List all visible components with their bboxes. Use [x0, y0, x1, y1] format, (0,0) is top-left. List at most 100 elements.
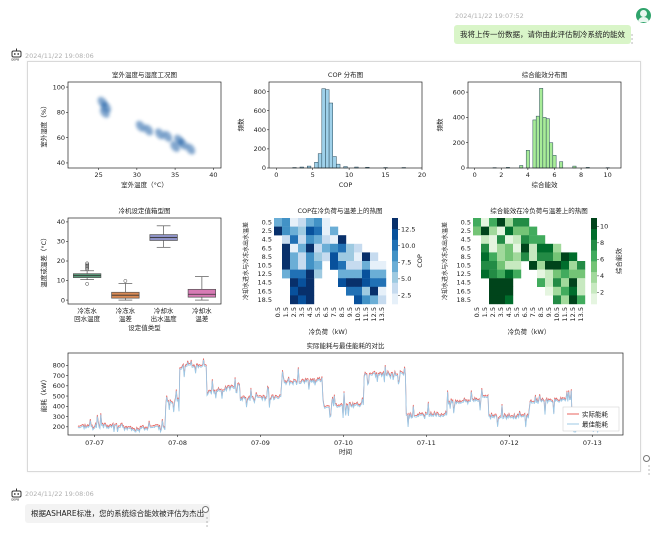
- x-tick-label: 07-10: [334, 439, 353, 447]
- y-tick-label: 800: [53, 362, 65, 370]
- heatmap-cell: [545, 252, 554, 262]
- box-outlier: [123, 279, 128, 283]
- heatmap-cell: [577, 286, 586, 296]
- heatmap-cell: [481, 243, 490, 253]
- heatmap-cell: [298, 235, 307, 244]
- x-tick-label: 0: [473, 171, 477, 179]
- y-tick-label: 6.5: [262, 244, 272, 252]
- heatmap-cell: [298, 226, 307, 236]
- user-avatar-icon[interactable]: [636, 8, 651, 23]
- x-tick-label: 2.5: [489, 307, 497, 317]
- scatter-point: [155, 128, 165, 140]
- chart-title: 实际能耗与最佳能耗的对比: [307, 341, 386, 350]
- y-axis-label: 冷却水进水与冷冻水出水温差: [242, 222, 250, 300]
- x-tick-label: 冷却水: [192, 306, 212, 315]
- heatmap-cell: [577, 278, 586, 287]
- chart-title: 综合能效分布图: [522, 70, 568, 79]
- heatmap-cell: [298, 243, 307, 253]
- heatmap-cell: [282, 269, 291, 279]
- chart-title: 室外温度与湿度工况图: [112, 70, 177, 79]
- heatmap-cell: [370, 261, 379, 270]
- heatmap-cell: [370, 269, 379, 279]
- more-vertical-icon[interactable]: · · ·: [647, 462, 651, 479]
- heatmap-cell: [497, 261, 506, 270]
- colorbar-tick-label: 12.5: [401, 225, 415, 233]
- heatmap-cell: [322, 235, 331, 244]
- box-outlier: [85, 267, 89, 272]
- histogram-bar: [321, 88, 326, 169]
- x-tick-label: 25: [94, 171, 102, 179]
- x-tick-label: 冷冻水: [77, 306, 97, 315]
- y-tick-label: 16.5: [457, 287, 471, 295]
- heatmap-cell: [489, 243, 498, 253]
- x-tick-label: 温差: [195, 314, 209, 323]
- heatmap-cell: [569, 252, 578, 262]
- x-tick-label: 7.5: [529, 307, 537, 317]
- heatmap-cell: [330, 252, 339, 262]
- radio-circle-icon[interactable]: [202, 506, 209, 513]
- colorbar-segment: [392, 282, 398, 294]
- histogram-axes: [268, 81, 423, 169]
- histogram-bar: [552, 155, 557, 169]
- radio-circle-icon[interactable]: [643, 455, 650, 462]
- heatmap-cell: [481, 218, 490, 227]
- y-tick-label: 18.5: [258, 296, 272, 304]
- heatmap-cell: [529, 243, 538, 253]
- line-axes: [67, 352, 624, 436]
- heatmap-cell: [513, 226, 522, 236]
- user-message-bubble: 我将上传一份数据，请你由此评估制冷系统的能效: [454, 25, 631, 44]
- heatmap-cell: [561, 286, 570, 296]
- more-vertical-icon[interactable]: · · ·: [630, 31, 634, 48]
- heatmap-cell: [346, 243, 355, 253]
- y-tick-label: 10.5: [457, 262, 471, 270]
- heatmap-cell: [314, 226, 323, 236]
- heatmap-cell: [497, 252, 506, 262]
- x-axis-label: 冷负荷（kW）: [508, 327, 551, 336]
- heatmap-cell: [497, 243, 506, 253]
- heatmap-cell: [346, 261, 355, 270]
- heatmap-cell: [370, 252, 379, 262]
- heatmap-cell: [338, 269, 347, 279]
- heatmap-cell: [513, 269, 522, 279]
- user-message-timestamp: 2024/11/22 19:07:52: [455, 12, 524, 20]
- colorbar-segment: [392, 228, 398, 240]
- heatmap-cell: [497, 278, 506, 287]
- heatmap-cell: [489, 252, 498, 262]
- y-axis-label: 频数: [236, 118, 245, 132]
- heatmap-cell: [322, 226, 331, 236]
- heatmap-cell: [298, 295, 307, 305]
- x-tick-label: 9.5: [545, 307, 553, 317]
- more-vertical-icon[interactable]: · · ·: [205, 514, 209, 531]
- heatmap-cell: [306, 286, 315, 296]
- x-tick-label: 5.5: [513, 307, 521, 317]
- colorbar-tick-label: 5.0: [401, 275, 411, 283]
- heatmap-cell: [362, 261, 371, 270]
- heatmap-cell: [537, 252, 546, 262]
- heatmap-cell: [481, 269, 490, 279]
- y-tick-label: 30: [57, 238, 65, 246]
- heatmap-cell: [529, 261, 538, 270]
- heatmap-cell: [569, 261, 578, 270]
- heatmap-cell: [569, 286, 578, 296]
- heatmap-cell: [521, 252, 530, 262]
- heatmap-cell: [330, 243, 339, 253]
- y-tick-label: 6.5: [461, 244, 471, 252]
- heatmap-cell: [298, 269, 307, 279]
- colorbar-segment: [392, 271, 398, 283]
- scatter-point: [99, 106, 110, 118]
- x-tick-label: 10.5: [354, 307, 362, 321]
- heatmap-cell: [314, 252, 323, 262]
- heatmap-cell: [290, 243, 299, 253]
- heatmap-cell: [306, 269, 315, 279]
- chart-title: 冷机设定值箱型图: [119, 206, 171, 215]
- heatmap-cell: [346, 286, 355, 296]
- heatmap-cell: [521, 243, 530, 253]
- colorbar-segment: [392, 293, 398, 305]
- x-tick-label: 11.5: [561, 307, 569, 321]
- heatmap-cell: [282, 261, 291, 270]
- y-tick-label: 18.5: [457, 296, 471, 304]
- heatmap-cell: [545, 278, 554, 287]
- series-line-best: [77, 359, 606, 434]
- heatmap-cell: [489, 226, 498, 236]
- x-axis-label: 时间: [339, 447, 352, 456]
